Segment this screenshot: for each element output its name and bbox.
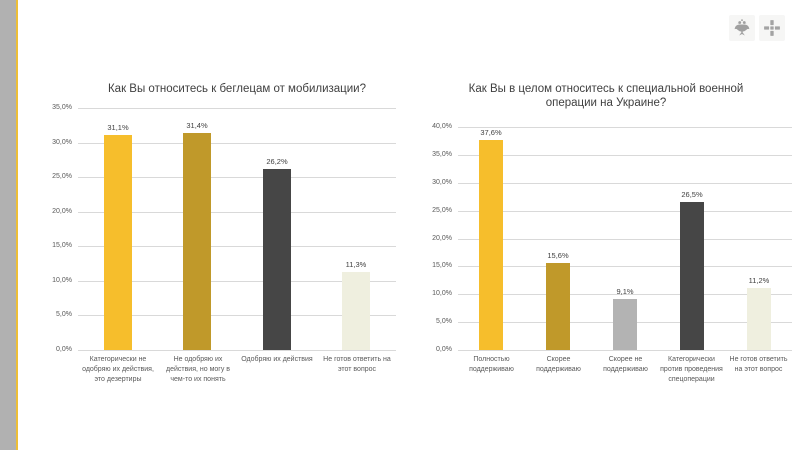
y-axis-tick-label: 0,0% bbox=[436, 346, 452, 353]
y-axis-tick-label: 25,0% bbox=[432, 207, 452, 214]
x-axis-category-label: Категорически не одобряю их действия, эт… bbox=[82, 356, 154, 383]
bar-value-label: 26,2% bbox=[266, 157, 288, 166]
gridline bbox=[458, 211, 792, 212]
y-axis-tick-label: 20,0% bbox=[52, 208, 72, 215]
gridline bbox=[458, 127, 792, 128]
x-axis-category-label: Скорее поддерживаю bbox=[536, 356, 581, 373]
chart-svo-attitude: Как Вы в целом относитесь к специальной … bbox=[420, 80, 792, 400]
gridline bbox=[78, 350, 396, 351]
chart-title: Как Вы относитесь к беглецам от мобилиза… bbox=[107, 83, 366, 95]
y-axis-tick-label: 30,0% bbox=[432, 179, 452, 186]
bar bbox=[680, 202, 704, 350]
y-axis-tick-label: 20,0% bbox=[432, 235, 452, 242]
x-axis-category-label: Не одобряю их действия, но могу в чем-то… bbox=[165, 356, 231, 383]
bar-value-label: 9,1% bbox=[616, 287, 634, 296]
bar bbox=[342, 272, 370, 350]
gridline bbox=[78, 143, 396, 144]
x-axis-category-label: Одобряю их действия bbox=[241, 356, 313, 363]
side-stripe bbox=[0, 0, 16, 450]
gridline bbox=[78, 315, 396, 316]
gridline bbox=[458, 155, 792, 156]
gridline bbox=[458, 266, 792, 267]
bar-value-label: 31,1% bbox=[107, 123, 129, 132]
gridline bbox=[78, 177, 396, 178]
gridline bbox=[458, 183, 792, 184]
y-axis-tick-label: 5,0% bbox=[436, 318, 452, 325]
gridline bbox=[78, 281, 396, 282]
gridline bbox=[458, 350, 792, 351]
x-axis-category-label: Не готов ответить на этот вопрос bbox=[323, 356, 391, 373]
chart-title: Как Вы в целом относитесь к специальной … bbox=[468, 83, 744, 110]
bar-value-label: 37,6% bbox=[480, 128, 502, 137]
gridline bbox=[458, 294, 792, 295]
bar bbox=[104, 135, 132, 350]
bar-value-label: 11,2% bbox=[748, 276, 770, 285]
bar-value-label: 31,4% bbox=[186, 121, 208, 130]
gridline bbox=[458, 239, 792, 240]
y-axis-tick-label: 10,0% bbox=[432, 290, 452, 297]
bar bbox=[546, 263, 570, 350]
segmented-cross-icon bbox=[759, 15, 785, 41]
y-axis-tick-label: 10,0% bbox=[52, 277, 72, 284]
x-axis-category-label: Не готов ответить на этот вопрос bbox=[729, 356, 788, 373]
bar bbox=[747, 288, 771, 350]
bar bbox=[183, 133, 211, 350]
y-axis-tick-label: 40,0% bbox=[432, 123, 452, 130]
y-axis-tick-label: 35,0% bbox=[432, 151, 452, 158]
gridline bbox=[78, 108, 396, 109]
gridline bbox=[78, 246, 396, 247]
bar-value-label: 26,5% bbox=[681, 190, 703, 199]
bar bbox=[263, 169, 291, 350]
y-axis-tick-label: 30,0% bbox=[52, 139, 72, 146]
y-axis-tick-label: 0,0% bbox=[56, 346, 72, 353]
y-axis-tick-label: 15,0% bbox=[52, 242, 72, 249]
logo-group bbox=[729, 15, 785, 41]
double-headed-eagle-icon bbox=[729, 15, 755, 41]
x-axis-category-label: Скорее не поддерживаю bbox=[603, 356, 648, 373]
y-axis-tick-label: 15,0% bbox=[432, 262, 452, 269]
bar-value-label: 11,3% bbox=[345, 260, 367, 269]
x-axis-category-label: Полностью поддерживаю bbox=[469, 356, 514, 373]
bar bbox=[613, 299, 637, 350]
chart-mobilization-attitude: Как Вы относитесь к беглецам от мобилиза… bbox=[44, 80, 430, 400]
y-axis-tick-label: 35,0% bbox=[52, 104, 72, 111]
side-accent-line bbox=[16, 0, 18, 450]
y-axis-tick-label: 25,0% bbox=[52, 173, 72, 180]
bar bbox=[479, 140, 503, 350]
x-axis-category-label: Категорически против проведения спецопер… bbox=[660, 356, 723, 383]
bar-value-label: 15,6% bbox=[547, 251, 569, 260]
gridline bbox=[78, 212, 396, 213]
y-axis-tick-label: 5,0% bbox=[56, 311, 72, 318]
